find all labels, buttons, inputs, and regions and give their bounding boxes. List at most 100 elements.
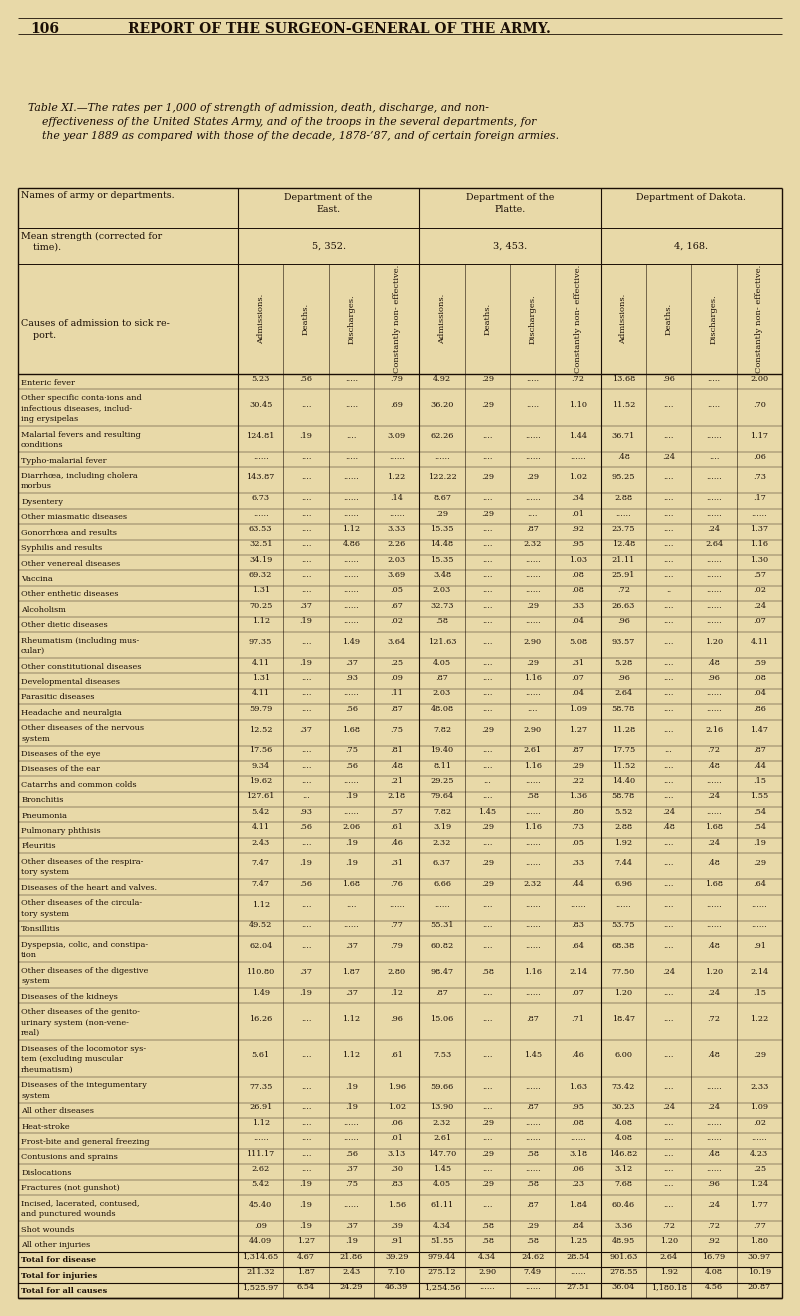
Text: 45.40: 45.40 xyxy=(249,1202,272,1209)
Text: .33: .33 xyxy=(571,859,585,867)
Text: 6.00: 6.00 xyxy=(614,1051,632,1059)
Text: Diseases of the integumentary: Diseases of the integumentary xyxy=(21,1082,147,1090)
Text: 36.20: 36.20 xyxy=(430,400,454,409)
Text: Constantly non- effective.: Constantly non- effective. xyxy=(755,265,763,374)
Text: 1.20: 1.20 xyxy=(705,638,723,646)
Text: 147.70: 147.70 xyxy=(428,1150,456,1158)
Text: 2.33: 2.33 xyxy=(750,1083,769,1091)
Text: .48: .48 xyxy=(707,1051,721,1059)
Text: Admissions.: Admissions. xyxy=(619,293,627,343)
Text: ....: .... xyxy=(663,1051,674,1059)
Text: .17: .17 xyxy=(753,494,766,503)
Text: ....: .... xyxy=(663,1165,674,1173)
Text: ....: .... xyxy=(482,432,493,440)
Text: 1.45: 1.45 xyxy=(433,1165,451,1173)
Text: .19: .19 xyxy=(345,1103,358,1112)
Text: Other constitutional diseases: Other constitutional diseases xyxy=(21,662,142,671)
Text: .37: .37 xyxy=(299,601,313,609)
Text: 58.78: 58.78 xyxy=(612,705,635,713)
Text: ......: ...... xyxy=(706,1165,722,1173)
Text: 3.12: 3.12 xyxy=(614,1165,633,1173)
Text: ......: ...... xyxy=(751,900,767,908)
Text: ....: .... xyxy=(663,432,674,440)
Text: 4.34: 4.34 xyxy=(478,1253,496,1261)
Text: .73: .73 xyxy=(753,474,766,482)
Text: ......: ...... xyxy=(525,555,541,563)
Text: .71: .71 xyxy=(571,1015,585,1023)
Text: 16.26: 16.26 xyxy=(249,1015,272,1023)
Text: ......: ...... xyxy=(434,453,450,461)
Text: ....: .... xyxy=(301,776,311,784)
Text: .58: .58 xyxy=(481,1221,494,1229)
Text: and punctured wounds: and punctured wounds xyxy=(21,1209,116,1219)
Text: ....: .... xyxy=(482,555,493,563)
Text: time).: time). xyxy=(21,243,61,251)
Text: 7.82: 7.82 xyxy=(433,725,451,733)
Text: Other diseases of the genito-: Other diseases of the genito- xyxy=(21,1008,140,1016)
Text: Vaccina: Vaccina xyxy=(21,575,53,583)
Text: ....: .... xyxy=(663,525,674,533)
Text: ....: .... xyxy=(482,792,493,800)
Text: 110.80: 110.80 xyxy=(246,969,274,976)
Text: ....: .... xyxy=(663,792,674,800)
Text: ......: ...... xyxy=(434,900,450,908)
Text: ......: ...... xyxy=(343,1134,359,1142)
Text: 3, 453.: 3, 453. xyxy=(493,242,527,251)
Text: .77: .77 xyxy=(390,921,403,929)
Text: .19: .19 xyxy=(345,1237,358,1245)
Text: 30.23: 30.23 xyxy=(611,1103,635,1112)
Text: Other specific conta·ions and: Other specific conta·ions and xyxy=(21,393,142,401)
Text: 1.77: 1.77 xyxy=(750,1202,768,1209)
Text: 17.56: 17.56 xyxy=(249,746,272,754)
Text: .01: .01 xyxy=(390,1134,403,1142)
Text: .09: .09 xyxy=(390,674,403,682)
Text: .44: .44 xyxy=(571,880,585,888)
Text: All other injuries: All other injuries xyxy=(21,1241,90,1249)
Text: .72: .72 xyxy=(571,375,585,383)
Text: ....: .... xyxy=(301,746,311,754)
Text: ......: ...... xyxy=(525,453,541,461)
Text: .....: ..... xyxy=(526,400,539,409)
Text: Headache and neuralgia: Headache and neuralgia xyxy=(21,709,122,717)
Text: .37: .37 xyxy=(299,725,313,733)
Text: Other dietic diseases: Other dietic diseases xyxy=(21,621,108,629)
Text: ......: ...... xyxy=(525,859,541,867)
Text: ......: ...... xyxy=(706,690,722,697)
Text: 1.10: 1.10 xyxy=(569,400,587,409)
Text: 1.12: 1.12 xyxy=(342,1051,360,1059)
Text: 93.57: 93.57 xyxy=(612,638,635,646)
Text: 55.31: 55.31 xyxy=(430,921,454,929)
Text: 2.80: 2.80 xyxy=(388,969,406,976)
Text: 15.35: 15.35 xyxy=(430,525,454,533)
Text: .96: .96 xyxy=(707,1180,721,1188)
Text: .58: .58 xyxy=(526,1237,539,1245)
Text: .75: .75 xyxy=(345,746,358,754)
Text: 2.03: 2.03 xyxy=(433,587,451,595)
Text: .58: .58 xyxy=(526,1150,539,1158)
Text: ......: ...... xyxy=(525,432,541,440)
Text: 1.87: 1.87 xyxy=(297,1267,315,1277)
Text: ....: .... xyxy=(663,674,674,682)
Text: ....: .... xyxy=(663,725,674,733)
Text: ....: .... xyxy=(482,1015,493,1023)
Text: .96: .96 xyxy=(390,1015,403,1023)
Text: ......: ...... xyxy=(343,808,359,816)
Text: .59: .59 xyxy=(753,658,766,667)
Text: ......: ...... xyxy=(570,453,586,461)
Text: 127.61: 127.61 xyxy=(246,792,275,800)
Text: 4.05: 4.05 xyxy=(433,658,451,667)
Text: 3.19: 3.19 xyxy=(433,824,451,832)
Text: .37: .37 xyxy=(345,1221,358,1229)
Text: ....: .... xyxy=(663,1134,674,1142)
Text: 1.24: 1.24 xyxy=(750,1180,768,1188)
Text: 1.16: 1.16 xyxy=(750,541,768,549)
Text: .29: .29 xyxy=(526,658,539,667)
Text: ....: .... xyxy=(663,900,674,908)
Text: Other diseases of the nervous: Other diseases of the nervous xyxy=(21,724,144,732)
Text: .56: .56 xyxy=(345,705,358,713)
Text: 2.32: 2.32 xyxy=(433,838,451,846)
Text: .83: .83 xyxy=(571,921,585,929)
Text: ......: ...... xyxy=(253,1134,269,1142)
Text: 4.11: 4.11 xyxy=(252,690,270,697)
Text: Pleuritis: Pleuritis xyxy=(21,842,56,850)
